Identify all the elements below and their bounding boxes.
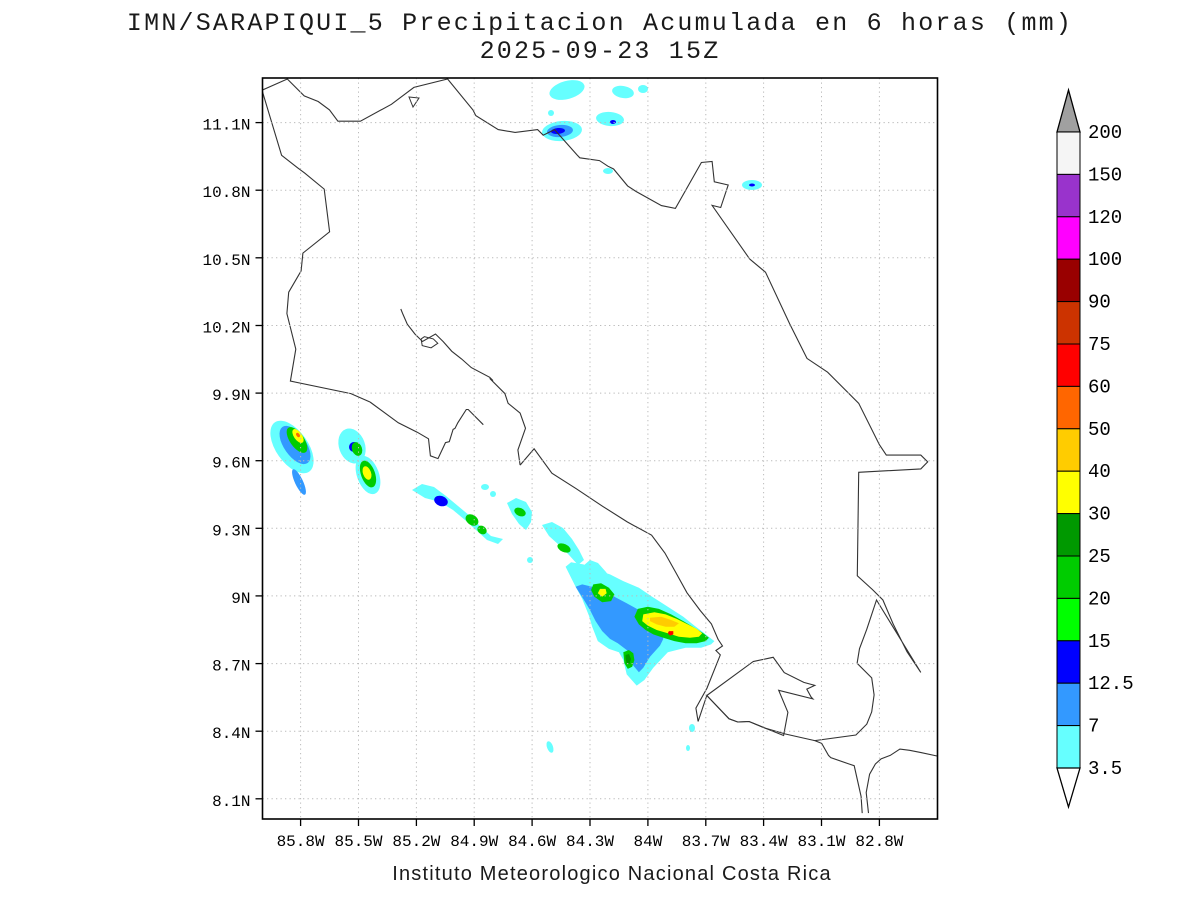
svg-text:75: 75 [1088,334,1111,356]
svg-text:11.1N: 11.1N [202,117,250,135]
svg-text:IMN/SARAPIQUI_5 Precipitacion: IMN/SARAPIQUI_5 Precipitacion Acumulada … [127,9,1073,38]
svg-text:84.3W: 84.3W [566,833,614,851]
svg-text:120: 120 [1088,207,1122,229]
svg-text:84.9W: 84.9W [450,833,498,851]
svg-text:20: 20 [1088,588,1111,610]
svg-text:85.5W: 85.5W [334,833,382,851]
svg-text:84.6W: 84.6W [508,833,556,851]
svg-text:15: 15 [1088,631,1111,653]
svg-text:9N: 9N [231,590,250,608]
svg-text:12.5: 12.5 [1088,673,1134,695]
svg-text:85.2W: 85.2W [392,833,440,851]
svg-text:8.7N: 8.7N [212,658,250,676]
svg-text:9.3N: 9.3N [212,522,250,540]
svg-text:8.4N: 8.4N [212,725,250,743]
svg-text:83.4W: 83.4W [740,833,788,851]
svg-text:82.8W: 82.8W [855,833,903,851]
svg-text:200: 200 [1088,122,1122,144]
svg-text:84W: 84W [633,833,662,851]
svg-text:90: 90 [1088,292,1111,314]
svg-text:25: 25 [1088,546,1111,568]
svg-text:83.7W: 83.7W [682,833,730,851]
svg-text:10.8N: 10.8N [202,184,250,202]
svg-text:3.5: 3.5 [1088,758,1122,780]
svg-text:10.2N: 10.2N [202,320,250,338]
svg-text:40: 40 [1088,461,1111,483]
svg-text:60: 60 [1088,376,1111,398]
svg-text:50: 50 [1088,419,1111,441]
svg-text:30: 30 [1088,504,1111,526]
svg-text:85.8W: 85.8W [277,833,325,851]
svg-text:83.1W: 83.1W [797,833,845,851]
svg-text:8.1N: 8.1N [212,793,250,811]
svg-text:100: 100 [1088,249,1122,271]
svg-text:150: 150 [1088,164,1122,186]
svg-text:9.9N: 9.9N [212,387,250,405]
svg-text:Instituto Meteorologico Naci: Instituto Meteorologico Nacional Costa R… [392,863,832,885]
svg-text:9.6N: 9.6N [212,455,250,473]
svg-text:10.5N: 10.5N [202,252,250,270]
svg-text:2025-09-23 15Z: 2025-09-23 15Z [480,37,721,66]
svg-text:7: 7 [1088,716,1099,738]
